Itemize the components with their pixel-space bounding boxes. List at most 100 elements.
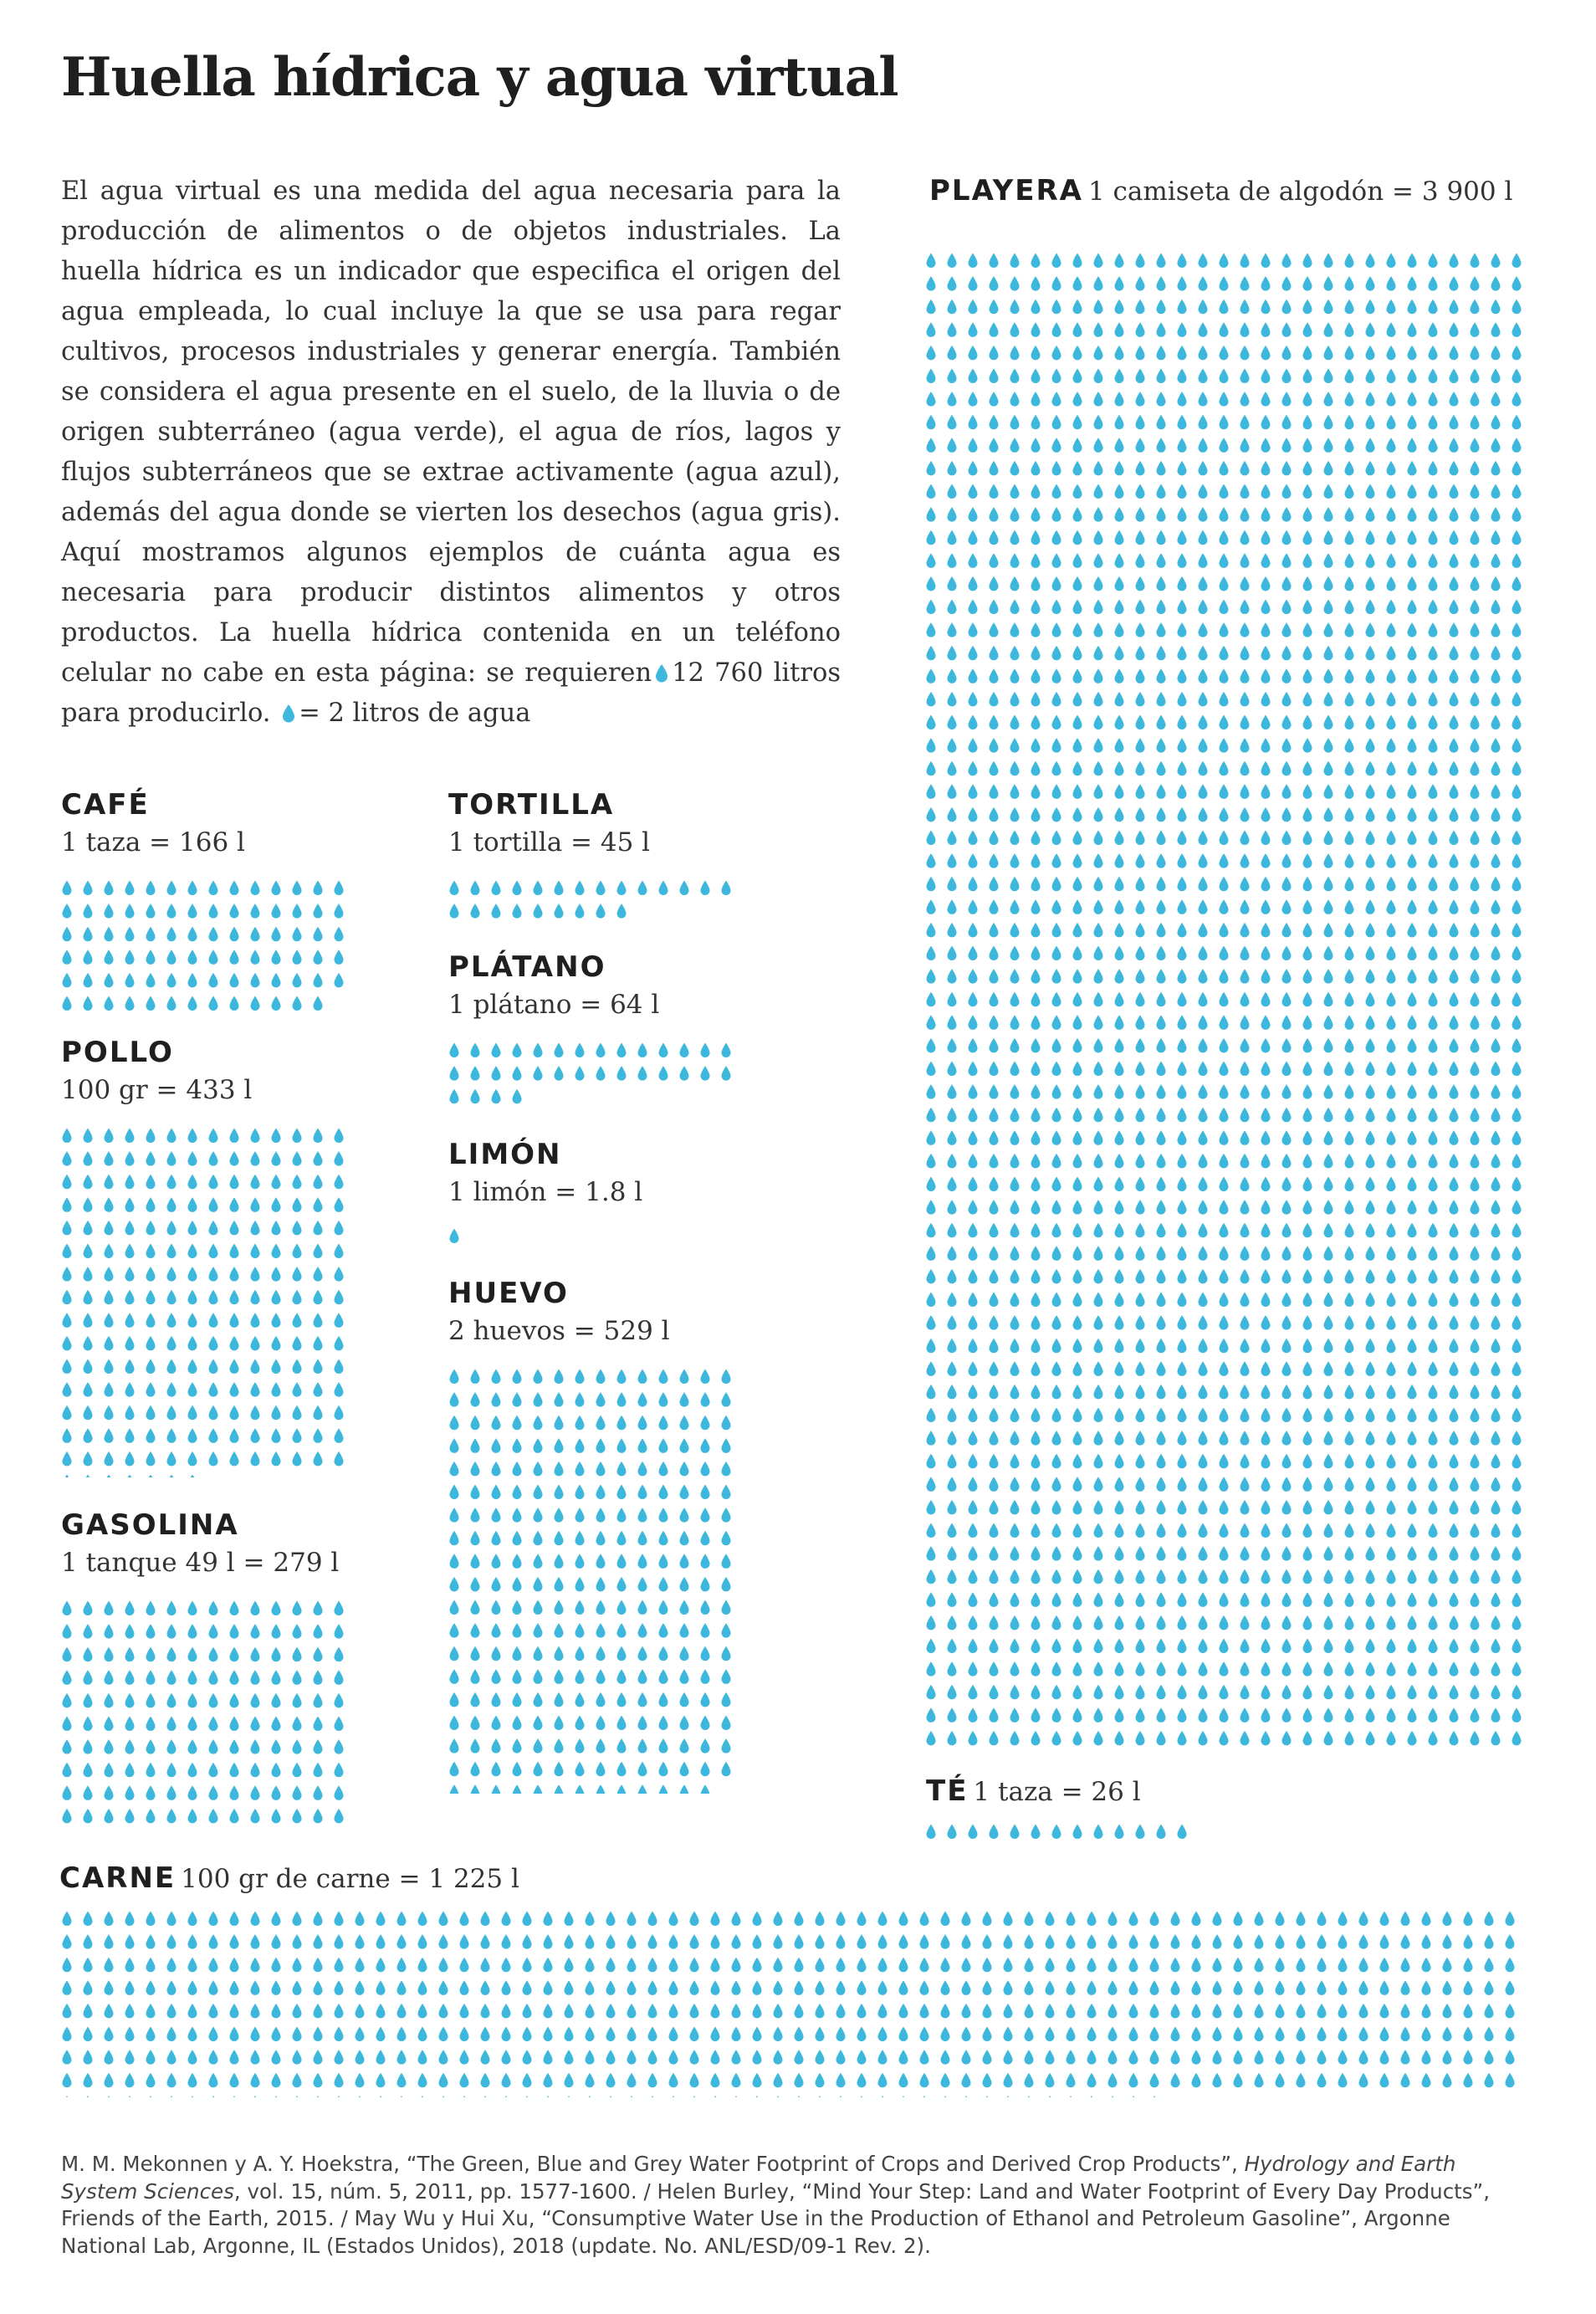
water-drop xyxy=(146,972,156,988)
water-drop xyxy=(1428,1592,1438,1607)
water-drop xyxy=(926,599,936,614)
water-drop xyxy=(1114,1361,1124,1376)
water-drop xyxy=(1149,1934,1159,1949)
water-drop xyxy=(1386,276,1396,291)
water-drop xyxy=(1281,1292,1292,1307)
water-drop xyxy=(1338,1957,1348,1973)
water-drop xyxy=(1156,392,1166,407)
water-drop xyxy=(1072,714,1082,730)
water-drop xyxy=(1233,1934,1243,1949)
water-drop xyxy=(658,1715,668,1730)
water-drop xyxy=(334,904,344,919)
water-drop xyxy=(1281,1176,1292,1191)
water-drop xyxy=(1093,322,1103,337)
water-drop xyxy=(334,1267,344,1282)
water-drop xyxy=(1240,691,1250,707)
water-drop xyxy=(1449,922,1459,938)
water-drop xyxy=(1010,438,1020,453)
water-drop xyxy=(1219,1246,1229,1261)
water-drop xyxy=(146,996,156,1011)
water-drop xyxy=(1302,507,1312,522)
water-drop xyxy=(166,1243,176,1258)
water-drop xyxy=(250,1980,260,1995)
water-drop xyxy=(1338,2050,1348,2065)
water-drop xyxy=(1219,1107,1229,1123)
water-drop xyxy=(334,1934,344,1949)
water-drop xyxy=(292,1624,302,1639)
water-drop xyxy=(1177,1523,1187,1538)
water-drop xyxy=(1240,1200,1250,1215)
water-drop xyxy=(1156,253,1166,268)
water-drop xyxy=(271,1267,281,1282)
water-drop xyxy=(438,1957,448,1973)
water-drop xyxy=(1177,1569,1187,1584)
water-drop xyxy=(1338,2003,1348,2019)
water-drop xyxy=(575,1692,585,1707)
water-drop xyxy=(146,1428,156,1443)
water-drop xyxy=(898,2072,908,2088)
water-drop xyxy=(1281,1407,1292,1422)
water-drop xyxy=(1407,414,1417,430)
water-drop xyxy=(1128,2026,1138,2041)
water-drop xyxy=(1512,1499,1522,1515)
water-drop xyxy=(1261,599,1271,614)
water-drop xyxy=(166,1197,176,1212)
water-drop xyxy=(1449,1684,1459,1700)
water-drop xyxy=(1219,876,1229,892)
water-drop xyxy=(1386,1431,1396,1446)
water-drop xyxy=(146,1670,156,1685)
water-drop xyxy=(1198,1615,1208,1631)
water-drop xyxy=(1281,1338,1292,1354)
water-drop xyxy=(1051,784,1061,799)
item-name: TÉ xyxy=(926,1774,969,1808)
water-drop xyxy=(1407,599,1417,614)
water-drop xyxy=(1344,553,1354,568)
water-drop xyxy=(616,1738,627,1753)
water-drop xyxy=(313,2003,323,2019)
water-drop xyxy=(773,2072,783,2088)
water-drop xyxy=(1386,945,1396,960)
water-drop xyxy=(104,1382,114,1397)
water-drop xyxy=(575,1646,585,1661)
water-drop xyxy=(1449,668,1459,683)
water-drop xyxy=(187,1128,197,1143)
water-drop xyxy=(148,1474,153,1477)
water-drop xyxy=(1212,2003,1222,2019)
water-drop xyxy=(208,2003,218,2019)
water-drop xyxy=(512,1576,522,1592)
water-drop xyxy=(1428,784,1438,799)
water-drop xyxy=(166,1451,176,1467)
water-drop xyxy=(292,1808,302,1824)
water-drop xyxy=(968,1569,978,1584)
water-drop xyxy=(1072,830,1082,845)
water-drop xyxy=(1323,1431,1333,1446)
water-drop xyxy=(512,1066,522,1081)
water-drop xyxy=(947,1292,957,1307)
water-drop xyxy=(1386,1176,1396,1191)
water-drop xyxy=(658,1066,668,1081)
water-drop xyxy=(1386,922,1396,938)
water-drop xyxy=(989,922,999,938)
water-drop xyxy=(512,904,522,919)
water-drop xyxy=(968,599,978,614)
water-drop xyxy=(104,1151,114,1166)
water-drop xyxy=(1107,2026,1118,2041)
water-drop xyxy=(229,1128,239,1143)
water-drop xyxy=(679,1415,689,1431)
water-drop xyxy=(292,1220,302,1236)
water-drop xyxy=(1031,991,1041,1007)
water-drop xyxy=(417,1934,427,1949)
water-drop xyxy=(1512,507,1522,522)
water-drop xyxy=(1323,806,1333,822)
water-drop xyxy=(554,1669,564,1684)
water-drop xyxy=(596,1042,606,1057)
water-drop xyxy=(1261,438,1271,453)
water-drop xyxy=(83,904,93,919)
water-drop xyxy=(947,1315,957,1330)
water-drop xyxy=(250,2026,260,2041)
water-drop xyxy=(83,1911,93,1926)
water-drop xyxy=(1093,1384,1103,1400)
water-drop xyxy=(1365,668,1375,683)
water-drop xyxy=(480,1911,490,1926)
water-drop xyxy=(1219,1615,1229,1631)
